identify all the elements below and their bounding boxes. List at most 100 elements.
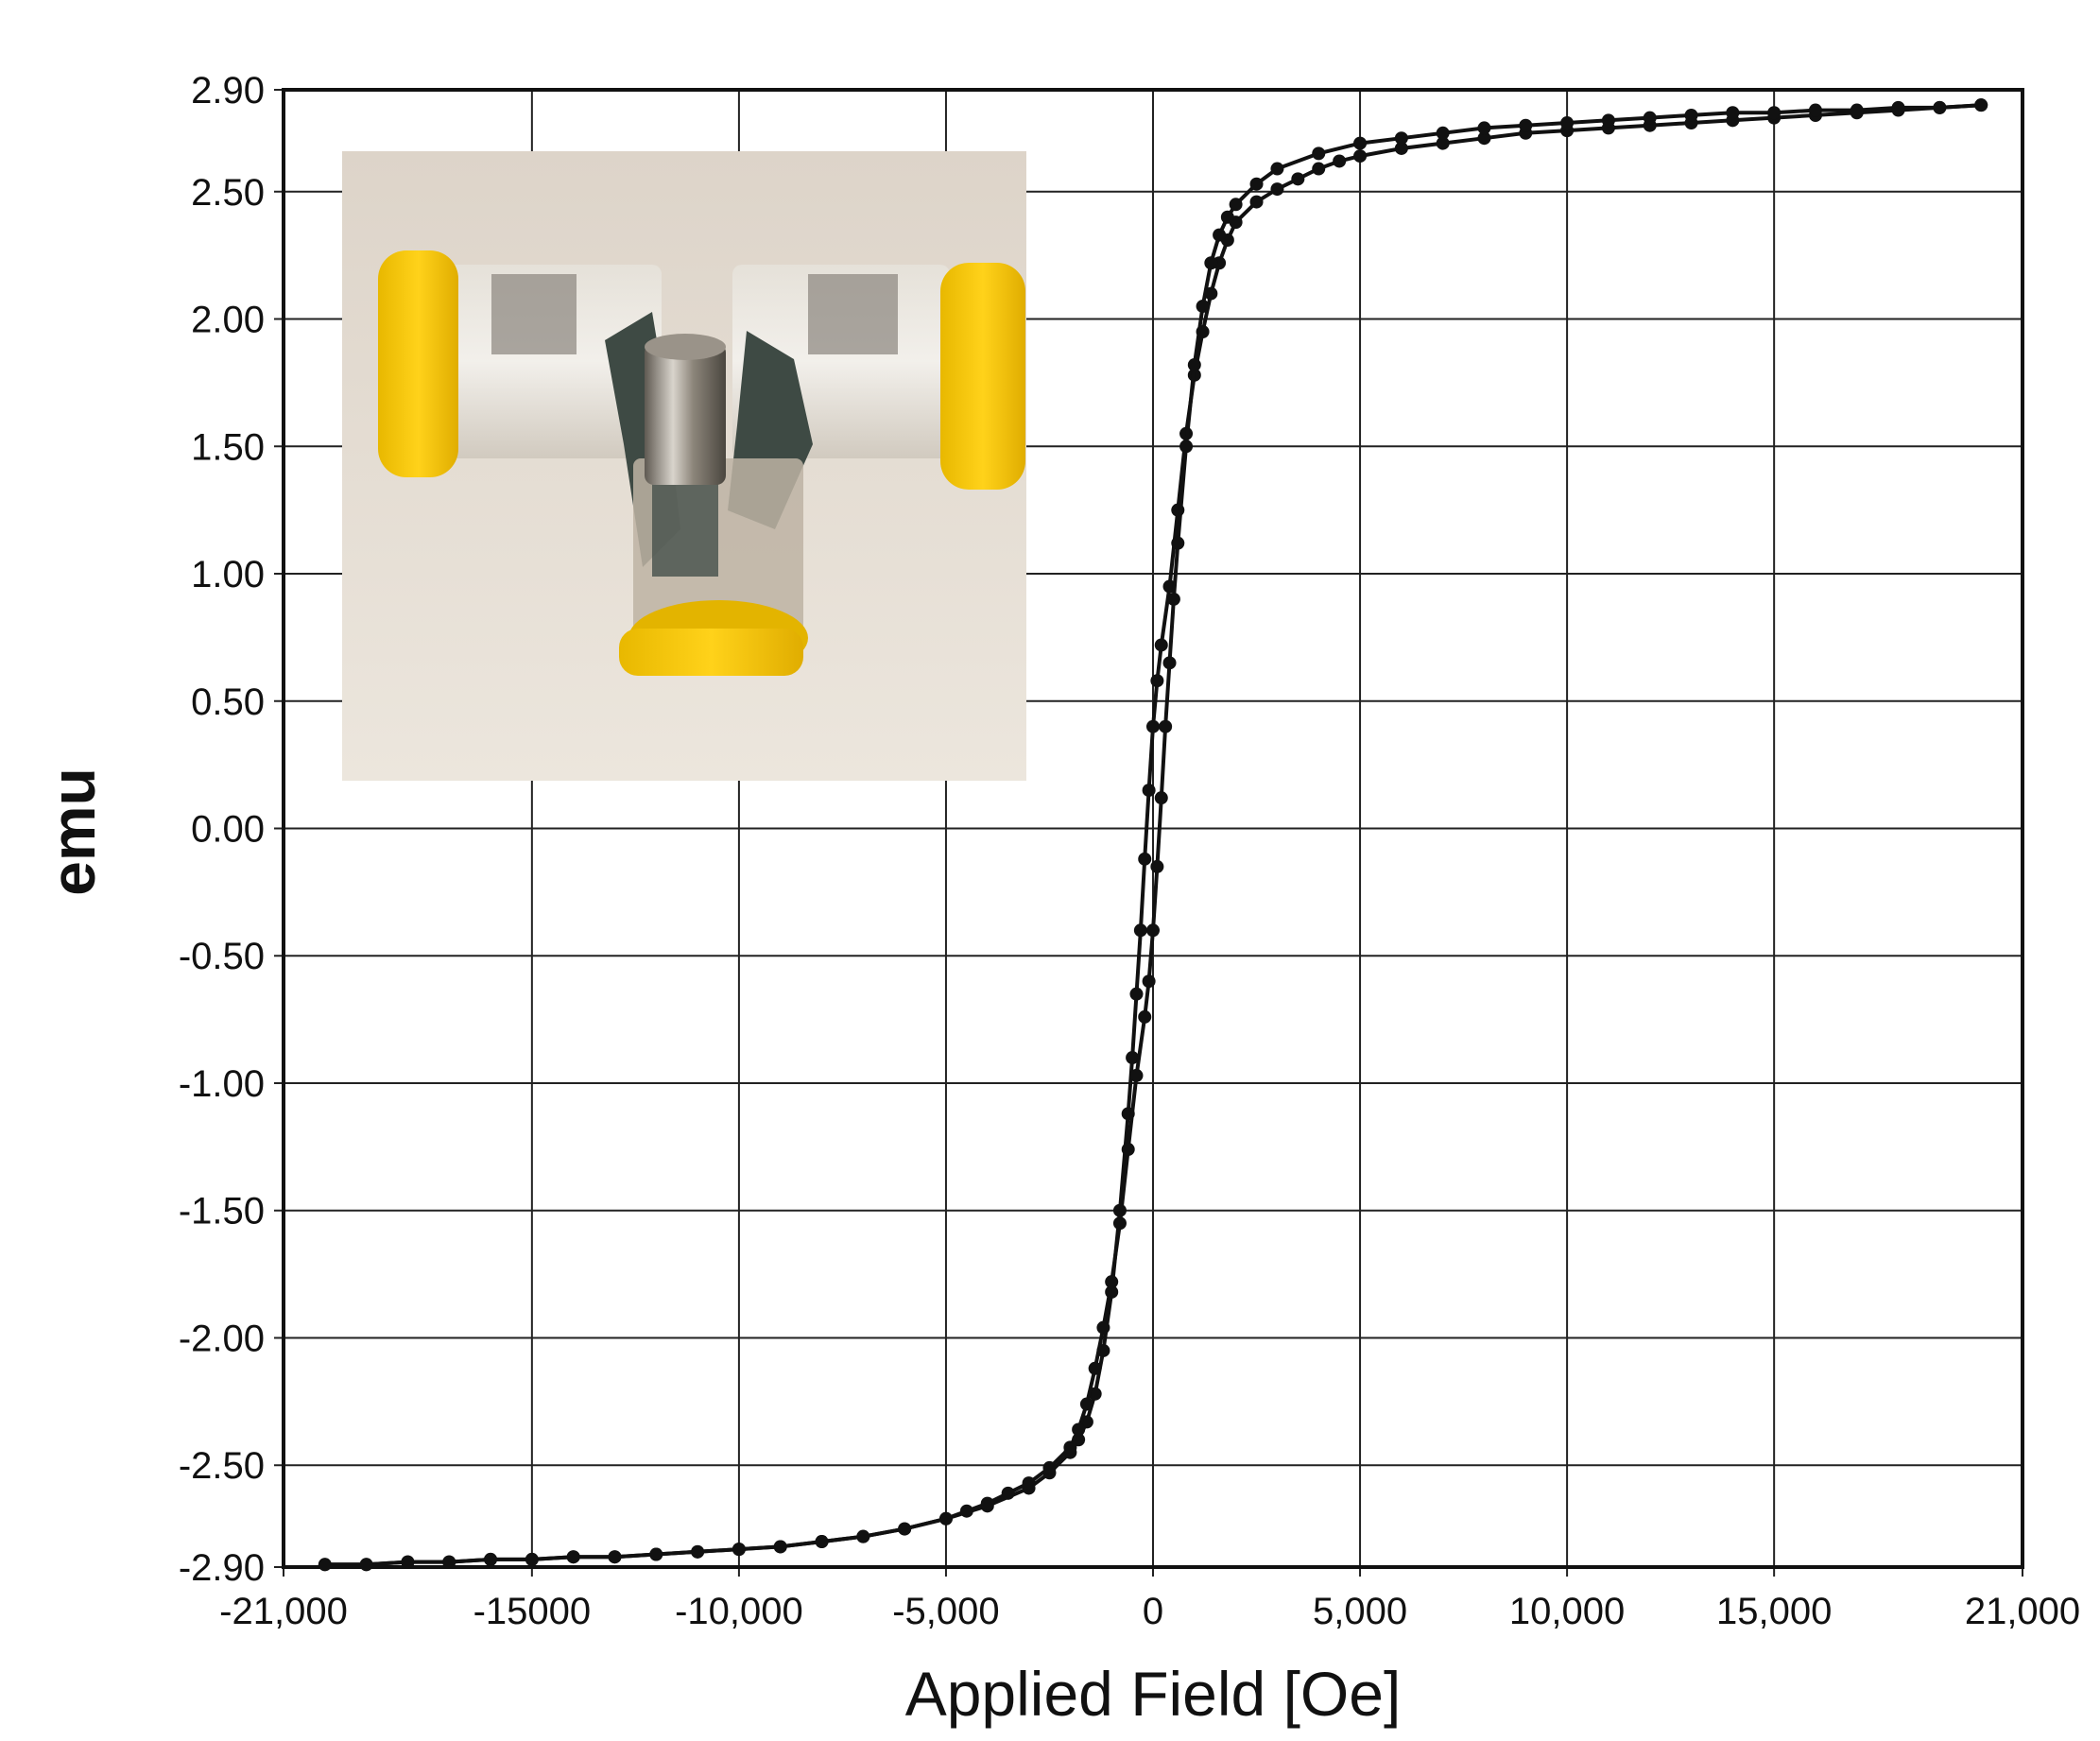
data-point (1088, 1361, 1102, 1375)
data-point (1436, 136, 1450, 150)
data-point (566, 1550, 580, 1564)
data-point (1270, 162, 1284, 176)
data-point (1112, 1216, 1127, 1231)
data-point (1270, 182, 1284, 197)
y-tick-label: -2.50 (179, 1445, 265, 1487)
data-point (1150, 859, 1164, 873)
data-point (1850, 103, 1864, 117)
data-point (1146, 719, 1160, 733)
data-point (732, 1543, 746, 1557)
y-tick-label: 0.50 (191, 681, 265, 723)
magnet-cylinder (645, 343, 726, 485)
data-point (1159, 719, 1173, 733)
y-tick-label: 1.00 (191, 554, 265, 595)
y-axis-title: emu (38, 767, 108, 896)
data-point (959, 1504, 973, 1518)
data-point (1394, 141, 1408, 155)
y-tick-label: 2.50 (191, 172, 265, 214)
data-point (773, 1540, 787, 1554)
data-point (856, 1529, 870, 1543)
data-point (484, 1552, 498, 1566)
data-point (318, 1558, 332, 1572)
x-tick-label: 21,000 (1965, 1591, 2080, 1632)
data-point (1138, 852, 1152, 866)
y-tick-label: 2.90 (191, 70, 265, 112)
data-point (1079, 1397, 1093, 1411)
data-point (1150, 674, 1164, 688)
x-tick-label: 5,000 (1313, 1591, 1407, 1632)
data-point (525, 1552, 539, 1566)
magnet-top (645, 334, 726, 360)
x-tick-label: 15,000 (1716, 1591, 1832, 1632)
data-point (1142, 784, 1156, 798)
data-point (608, 1550, 622, 1564)
data-point (1133, 923, 1147, 938)
inset-photo (342, 151, 1026, 781)
data-point (1312, 147, 1326, 161)
data-point (1974, 98, 1988, 112)
plot-frame (282, 88, 2024, 1569)
data-point (1213, 228, 1227, 242)
data-point (1001, 1486, 1015, 1500)
data-point (1312, 162, 1326, 176)
data-point (1154, 638, 1168, 652)
data-point (1726, 106, 1740, 120)
bottom-vial-cap (619, 629, 803, 676)
right-vial-sample (808, 274, 898, 354)
data-point (815, 1535, 829, 1549)
y-tick-label: -1.00 (179, 1063, 265, 1105)
data-point (1129, 1068, 1144, 1082)
data-point (1154, 791, 1168, 805)
data-series (318, 98, 1988, 1572)
y-tick-label: 2.00 (191, 300, 265, 341)
data-point (898, 1522, 912, 1536)
x-tick-label: -10,000 (675, 1591, 803, 1632)
data-point (649, 1547, 663, 1561)
data-point (1146, 923, 1160, 938)
x-tick-labels: -21,000 -15000 -10,000 -5,000 0 5,000 10,000 15… (219, 1591, 2080, 1632)
data-point (1162, 656, 1177, 670)
data-point (1353, 136, 1368, 150)
x-tick-label: 0 (1143, 1591, 1163, 1632)
y-tick-label: -2.90 (179, 1547, 265, 1589)
data-point (1072, 1422, 1086, 1437)
x-axis-title: Applied Field [Oe] (905, 1659, 1402, 1729)
data-point (1249, 195, 1264, 209)
data-point (1477, 131, 1491, 146)
data-point (1477, 121, 1491, 135)
data-point (1933, 100, 1947, 114)
x-tick-label: -5,000 (892, 1591, 999, 1632)
x-tick-label: -15000 (473, 1591, 592, 1632)
data-point (1220, 210, 1234, 224)
data-point (1333, 154, 1347, 168)
y-tick-label: 0.00 (191, 809, 265, 851)
data-point (938, 1511, 953, 1526)
data-point (1171, 536, 1185, 550)
data-point (1204, 256, 1218, 270)
data-point (1436, 126, 1450, 140)
x-tick-label: 10,000 (1509, 1591, 1625, 1632)
bottom-vial-sample (652, 473, 718, 577)
data-point (1105, 1275, 1119, 1289)
data-point (1126, 1051, 1140, 1065)
data-point (1129, 987, 1144, 1001)
data-point (1643, 111, 1657, 125)
y-tick-label: -2.00 (179, 1318, 265, 1359)
left-vial-cap (378, 250, 458, 477)
data-point (359, 1558, 373, 1572)
data-point (1249, 177, 1264, 191)
data-point (1142, 974, 1156, 989)
left-vial-sample (491, 274, 577, 354)
data-point (1808, 103, 1822, 117)
data-point (1229, 198, 1243, 212)
data-point (1042, 1460, 1057, 1474)
x-tick-label: -21,000 (219, 1591, 348, 1632)
data-point (1096, 1320, 1110, 1335)
y-tick-labels: 2.90 2.50 2.00 1.50 1.00 0.50 0.00 -0.50 -1.00 -1… (179, 70, 265, 1589)
data-point (691, 1544, 705, 1559)
data-point (1519, 118, 1533, 132)
right-vial-cap (940, 263, 1025, 490)
